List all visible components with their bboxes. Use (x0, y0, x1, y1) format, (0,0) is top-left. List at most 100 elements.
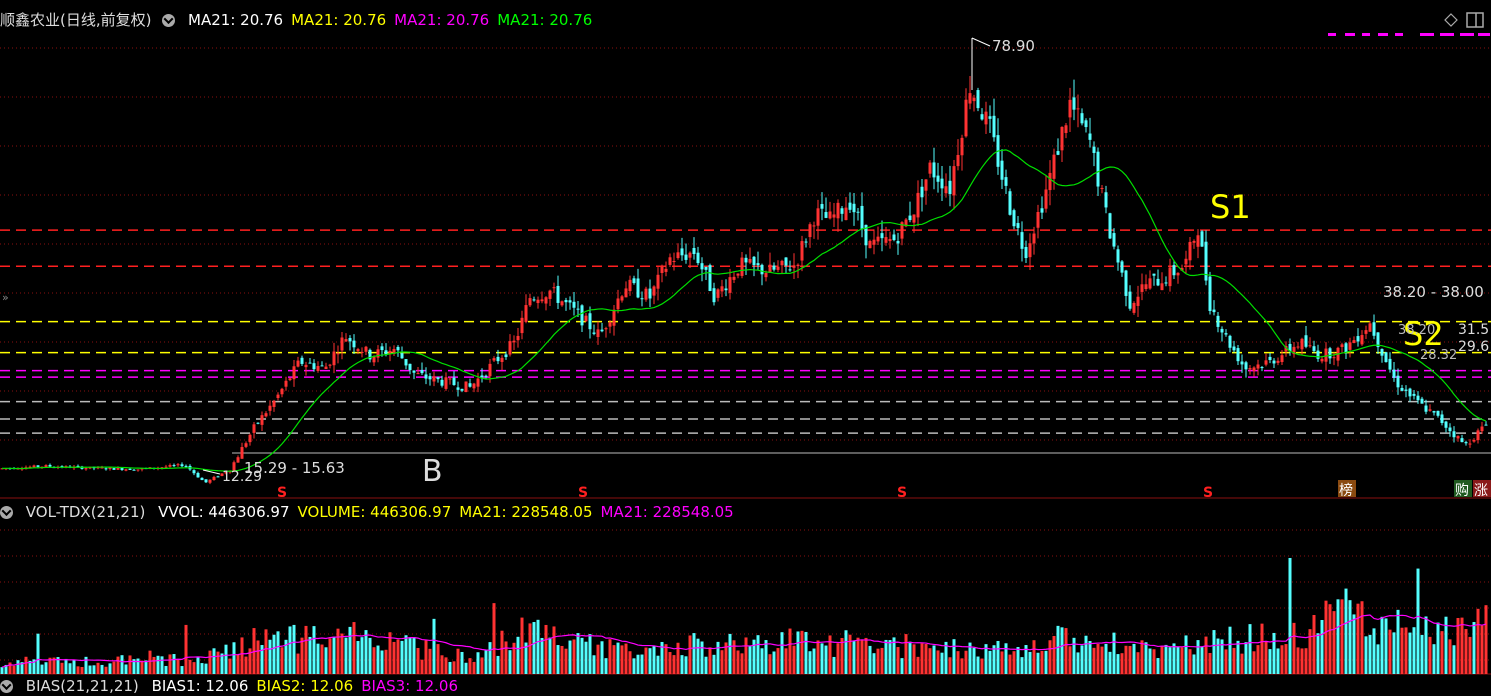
volume-bar (1352, 614, 1356, 674)
volume-bar (912, 644, 916, 674)
candle-body (160, 467, 164, 469)
candle-body (408, 363, 412, 371)
volume-bar (64, 658, 68, 674)
candle-body (548, 290, 552, 299)
volume-bar (1116, 654, 1120, 674)
volume-bar (308, 636, 312, 674)
volume-bar (520, 617, 524, 674)
candle-body (192, 470, 196, 474)
candle-body (396, 346, 400, 351)
candle-body (948, 180, 952, 195)
candle-body (352, 340, 356, 348)
volume-bar (876, 648, 880, 674)
candle-body (1040, 208, 1044, 213)
volume-bar (504, 641, 508, 674)
candle-body (1352, 340, 1356, 344)
volume-bar (1184, 635, 1188, 674)
candle-body (884, 237, 888, 243)
candle-body (296, 360, 300, 367)
volume-bar (1400, 627, 1404, 674)
volume-bar (1152, 649, 1156, 674)
volume-bar (444, 657, 448, 674)
support-resistance-lines (0, 229, 1491, 454)
candle-body (848, 202, 852, 210)
volume-bar (592, 655, 596, 674)
volume-bar (468, 658, 472, 674)
volume-bar (1048, 640, 1052, 674)
volume-bar (1348, 600, 1352, 674)
candle-body (860, 205, 864, 229)
volume-bar (392, 641, 396, 674)
volume-bar (992, 645, 996, 674)
volume-bar (1428, 636, 1432, 674)
volume-bar (1244, 642, 1248, 674)
candle-body (244, 443, 248, 447)
candle-body (500, 357, 504, 362)
candle-body (104, 468, 108, 470)
volume-bar (556, 645, 560, 674)
expand-arrow-icon[interactable]: » (2, 291, 9, 304)
volume-bar (812, 648, 816, 674)
candle-body (360, 351, 364, 353)
candle-body (872, 239, 876, 245)
candle-body (856, 211, 860, 213)
candle-body (916, 192, 920, 218)
volume-bar (1164, 644, 1168, 674)
volume-indicator-name: VOL-TDX(21,21) (25, 503, 146, 521)
volume-bar (488, 642, 492, 674)
volume-bar (1276, 648, 1280, 674)
maximize-icon[interactable] (1466, 12, 1484, 28)
sell-signal-3: S (1203, 485, 1213, 501)
volume-bar (792, 645, 796, 674)
volume-bar (1232, 647, 1236, 674)
volume-bar (1408, 632, 1412, 674)
rise-badge[interactable] (1473, 480, 1491, 497)
volume-bar (1088, 641, 1092, 674)
candle-body (316, 366, 320, 371)
candle-body (992, 115, 996, 138)
volume-bar (420, 659, 424, 674)
volume-bar (908, 641, 912, 674)
candle-body (1244, 362, 1248, 370)
volume-bar (760, 648, 764, 674)
candle-body (600, 329, 604, 332)
candle-body (792, 265, 796, 268)
candle-body (796, 264, 800, 267)
volume-bar (528, 623, 532, 674)
volume-menu-icon[interactable] (0, 506, 13, 519)
volume-bar (40, 664, 44, 674)
candle-body (1356, 336, 1360, 342)
volume-bar (80, 667, 84, 674)
volume-bar (1328, 604, 1332, 674)
volume-bar (840, 637, 844, 674)
volume-bar (832, 656, 836, 674)
volume-bar (952, 639, 956, 674)
candle-body (1332, 357, 1336, 359)
volume-bar (892, 637, 896, 674)
volume-bar (1208, 652, 1212, 674)
buy-badge[interactable] (1454, 480, 1472, 497)
candle-body (1052, 154, 1056, 179)
indicator-menu-icon[interactable] (162, 14, 176, 27)
candle-body (980, 114, 984, 120)
candle-body (1148, 278, 1152, 289)
candle-body (1480, 426, 1484, 432)
candle-body (812, 225, 816, 227)
candle-body (32, 465, 36, 468)
rank-badge[interactable] (1338, 480, 1356, 497)
badges: 榜 购 涨 (1338, 480, 1491, 499)
volume-bar (1096, 643, 1100, 674)
volume-bar (376, 645, 380, 674)
volume-bar (516, 636, 520, 674)
volume-bar (0, 667, 4, 674)
candle-body (624, 288, 628, 298)
diamond-icon[interactable] (1444, 13, 1458, 27)
volume-bar (128, 655, 132, 674)
volume-bar (1312, 614, 1316, 674)
volume-bars (0, 557, 1488, 674)
volume-bar (388, 632, 392, 674)
candle-body (280, 388, 284, 395)
volume-bar (24, 656, 28, 674)
